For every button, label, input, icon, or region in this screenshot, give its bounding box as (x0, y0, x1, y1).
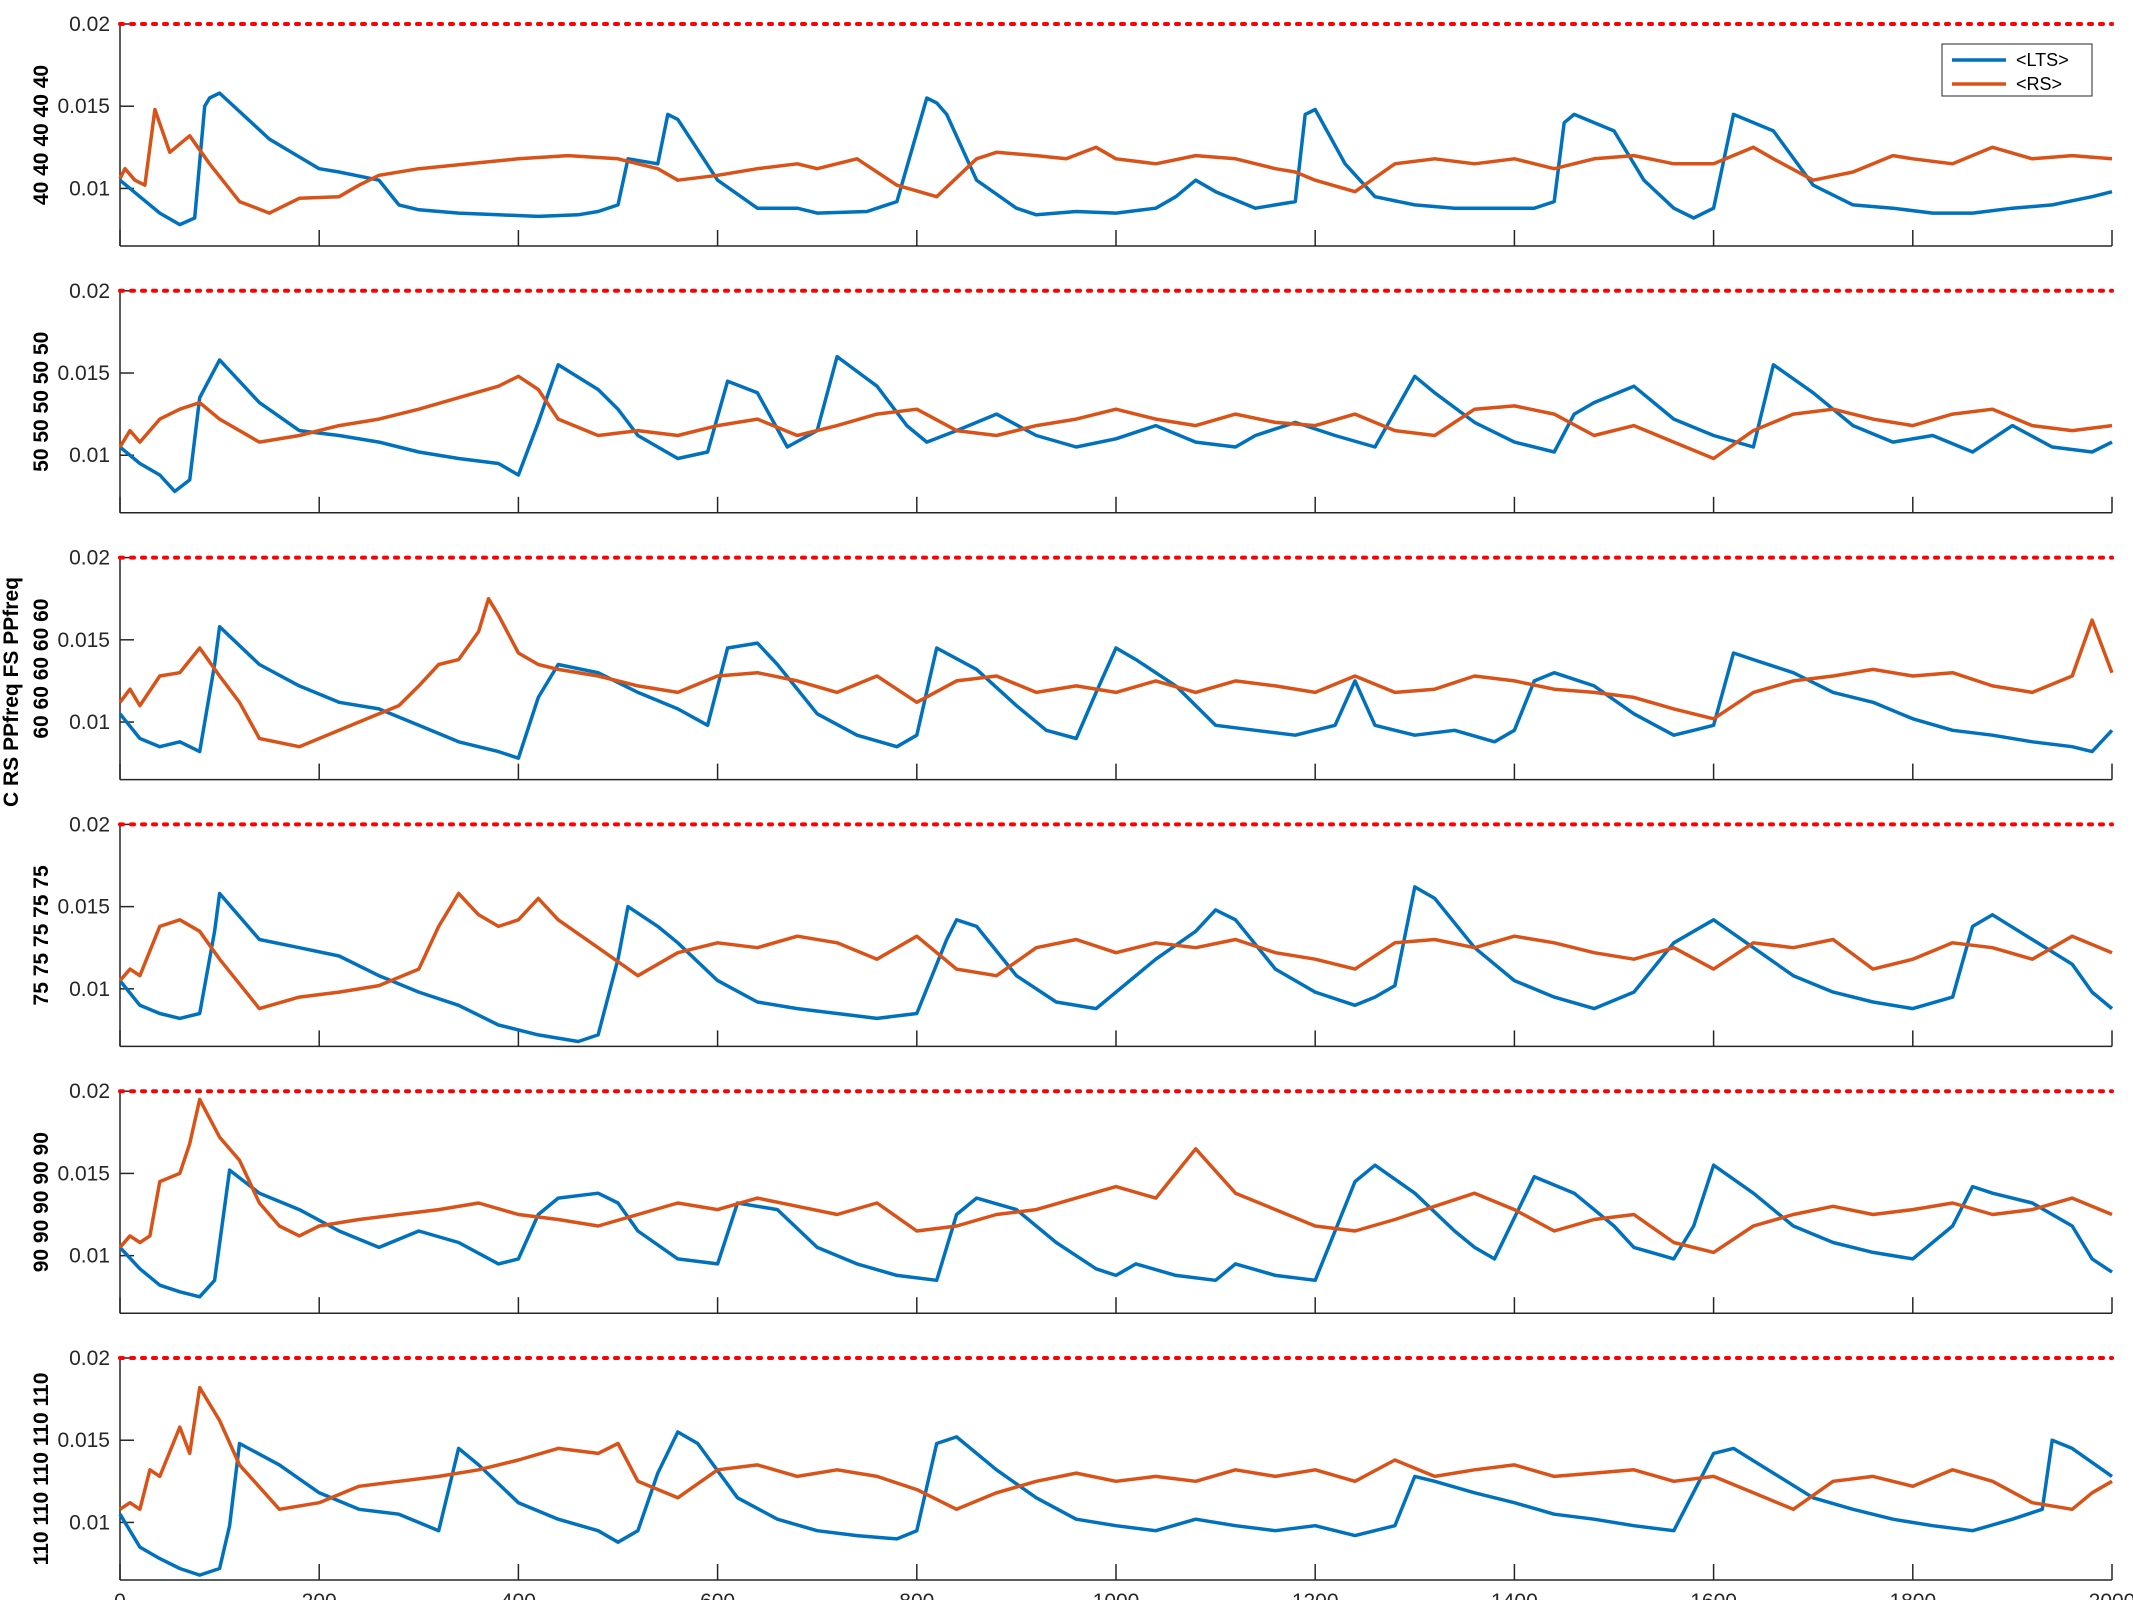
y-tick-label: 0.02 (69, 13, 110, 36)
panel-ylabel: 60 60 60 60 60 (30, 599, 53, 739)
x-tick-label: 1200 (1292, 1590, 1339, 1600)
series-line-lts (118, 885, 2114, 1044)
y-tick-label: 0.015 (57, 629, 110, 652)
legend-label: <LTS> (2016, 50, 2069, 70)
y-tick-label: 0.02 (69, 547, 110, 570)
x-tick-label: 1400 (1491, 1590, 1538, 1600)
x-tick-label: 1000 (1093, 1590, 1140, 1600)
y-tick-label: 0.015 (57, 896, 110, 919)
series-line-rs (118, 107, 2113, 215)
y-tick-label: 0.015 (57, 95, 110, 118)
panel-ylabel: 50 50 50 50 50 (30, 332, 53, 472)
x-tick-label: 1800 (1889, 1590, 1936, 1600)
chart-panel-4: 0.01 0.015 0.02 75 75 75 75 75 (30, 813, 2114, 1048)
central-ylabel: C RS PPfreq FS PPfreq (0, 577, 23, 807)
x-tick-label: 1600 (1690, 1590, 1737, 1600)
series-line-lts (118, 354, 2113, 494)
y-tick-label: 0.02 (69, 1347, 110, 1370)
legend-label: <RS> (2016, 74, 2062, 94)
panel-ylabel: 75 75 75 75 75 (30, 865, 53, 1005)
x-tick-label: 0 (114, 1590, 126, 1600)
series-line-lts (118, 1430, 2114, 1577)
chart-panel-2: 0.01 0.015 0.02 50 50 50 50 50 (30, 280, 2114, 514)
y-tick-label: 0.01 (69, 711, 110, 734)
y-tick-label: 0.01 (69, 1245, 110, 1268)
series-line-rs (118, 374, 2113, 461)
y-tick-label: 0.015 (57, 1429, 110, 1452)
panel-ylabel: 40 40 40 40 40 (30, 65, 53, 205)
x-tick-label: 200 (302, 1590, 337, 1600)
y-tick-label: 0.015 (57, 1162, 110, 1185)
series-line-rs (118, 1097, 2113, 1255)
y-tick-label: 0.02 (69, 813, 110, 836)
chart-panel-3: 0.01 0.015 0.02 60 60 60 60 60 (30, 547, 2114, 781)
series-line-lts (118, 624, 2114, 760)
y-tick-label: 0.01 (69, 177, 110, 200)
x-tick-label: 600 (700, 1590, 735, 1600)
chart-panel-6: 0 200 400 600 800 1000 1200 1400 1600 1800 2000 0.0… (30, 1347, 2133, 1600)
y-tick-label: 0.02 (69, 280, 110, 303)
y-tick-label: 0.01 (69, 444, 110, 467)
panel-ylabel: 90 90 90 90 90 (30, 1132, 53, 1272)
panel-ylabel: 110 110 110 110 110 (30, 1373, 53, 1566)
x-tick-label: 800 (899, 1590, 934, 1600)
y-tick-label: 0.01 (69, 1511, 110, 1534)
chart-panel-5: 0.01 0.015 0.02 90 90 90 90 90 (30, 1080, 2114, 1314)
y-tick-label: 0.01 (69, 978, 110, 1001)
x-tick-label: 400 (501, 1590, 536, 1600)
legend-box (1941, 43, 2093, 97)
y-tick-label: 0.015 (57, 362, 110, 385)
x-tick-label: 2000 (2089, 1590, 2133, 1600)
series-line-lts (118, 1163, 2113, 1299)
series-line-rs (119, 1385, 2113, 1512)
y-tick-label: 0.02 (69, 1080, 110, 1103)
series-line-lts (118, 91, 2113, 227)
chart-panel-1: 0.01 0.015 0.02 40 40 40 40 40 <LTS> <RS> (30, 13, 2114, 247)
series-line-rs (118, 596, 2114, 749)
series-line-rs (118, 891, 2113, 1011)
